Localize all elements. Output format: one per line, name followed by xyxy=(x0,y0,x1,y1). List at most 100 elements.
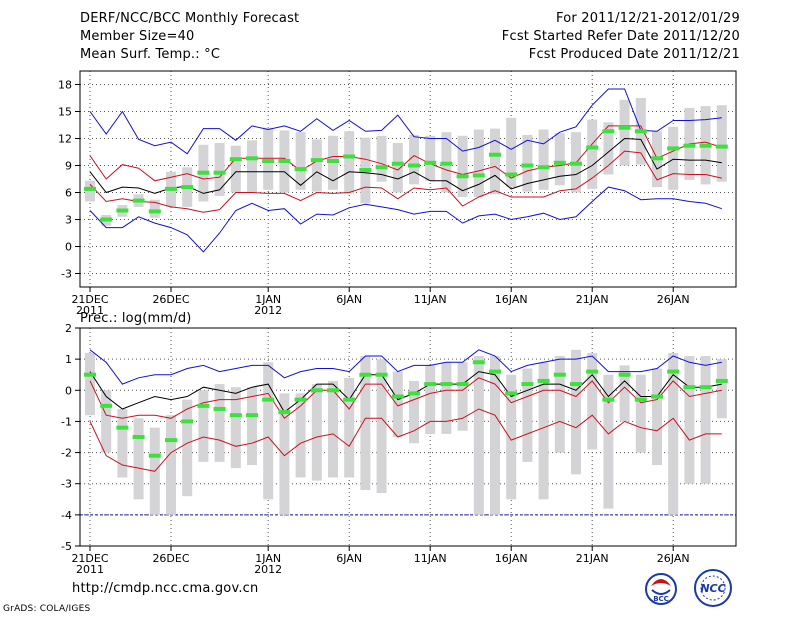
median-marker xyxy=(618,372,631,377)
median-marker xyxy=(570,161,582,166)
median-marker xyxy=(586,369,599,374)
outer-lower-line xyxy=(89,186,722,253)
spread-box xyxy=(457,135,468,197)
y-tick-label: -5 xyxy=(61,540,72,553)
spread-box xyxy=(247,140,257,193)
median-marker xyxy=(132,198,145,203)
median-marker xyxy=(294,167,307,172)
median-marker xyxy=(359,168,372,172)
x-tick-label: 6JAN xyxy=(336,552,362,565)
spread-box xyxy=(198,390,209,462)
spread-box xyxy=(457,362,468,431)
spread-box xyxy=(311,139,322,192)
spread-box xyxy=(149,199,160,218)
inner-upper-line xyxy=(89,377,722,420)
x-tick-label: 26DEC xyxy=(152,552,189,565)
x-tick-label: 1JAN xyxy=(255,293,281,306)
median-marker xyxy=(246,156,258,161)
y-tick-label: 2 xyxy=(65,322,72,335)
spread-box xyxy=(230,387,241,469)
inner-upper-line xyxy=(89,125,722,182)
median-marker xyxy=(100,217,113,222)
spread-box xyxy=(716,105,727,182)
median-marker xyxy=(586,145,599,150)
x-tick-label: 11JAN xyxy=(414,552,447,565)
spread-box xyxy=(668,126,679,190)
x-tick-label: 26JAN xyxy=(657,552,690,565)
median-marker xyxy=(294,397,307,402)
median-marker xyxy=(456,174,469,179)
y-tick-label: 0 xyxy=(65,241,72,254)
y-tick-label: 1 xyxy=(65,353,72,366)
median-marker xyxy=(148,209,161,214)
x-tick-sublabel: 2011 xyxy=(76,304,104,317)
spread-box xyxy=(522,134,533,192)
x-tick-label: 21DEC xyxy=(71,552,108,565)
spread-box xyxy=(214,384,225,462)
y-tick-label: 12 xyxy=(58,133,72,146)
median-marker xyxy=(699,143,712,148)
x-tick-label: 26DEC xyxy=(152,293,189,306)
median-marker xyxy=(553,372,566,377)
median-marker xyxy=(505,172,518,177)
median-marker xyxy=(699,385,712,390)
median-marker xyxy=(667,146,680,151)
spread-box xyxy=(700,356,711,484)
spread-box xyxy=(587,119,598,189)
median-marker xyxy=(116,425,129,430)
spread-box xyxy=(554,356,565,453)
spread-box xyxy=(473,356,484,515)
median-marker xyxy=(408,163,420,168)
median-marker xyxy=(683,143,696,148)
median-marker xyxy=(148,453,161,458)
x-tick-label: 16JAN xyxy=(495,293,528,306)
median-marker xyxy=(84,372,96,377)
median-marker xyxy=(408,391,420,396)
median-marker xyxy=(181,419,194,424)
median-marker xyxy=(456,382,469,387)
median-marker xyxy=(246,413,258,418)
x-tick-label: 21JAN xyxy=(576,552,609,565)
spread-box xyxy=(360,356,371,490)
spread-box xyxy=(554,133,565,186)
x-tick-label: 6JAN xyxy=(336,293,362,306)
spread-box xyxy=(522,368,533,462)
y-tick-label: -4 xyxy=(61,509,72,522)
spread-box xyxy=(182,399,193,497)
spread-box xyxy=(538,129,549,190)
inner-lower-line xyxy=(89,150,722,213)
outer-upper-line xyxy=(89,88,722,155)
median-marker xyxy=(683,385,696,390)
x-tick-label: 21DEC xyxy=(71,293,108,306)
ncc-logo-text: NCC xyxy=(700,582,725,595)
spread-box xyxy=(490,128,500,195)
median-marker xyxy=(343,397,356,402)
median-marker xyxy=(100,403,113,408)
bcc-logo-text: BCC xyxy=(653,595,669,603)
spread-box xyxy=(230,145,241,193)
spread-box xyxy=(684,356,695,484)
spread-box xyxy=(603,374,614,509)
spread-box xyxy=(473,129,484,197)
median-marker xyxy=(472,173,485,178)
x-tick-label: 16JAN xyxy=(495,552,528,565)
median-marker xyxy=(375,165,388,170)
median-marker xyxy=(262,159,275,163)
spread-box xyxy=(279,393,290,515)
median-marker xyxy=(651,156,663,161)
median-marker xyxy=(570,382,582,387)
spread-box xyxy=(85,180,95,202)
spread-box xyxy=(506,374,517,500)
y-tick-label: 0 xyxy=(65,384,72,397)
median-marker xyxy=(197,170,210,175)
spread-box xyxy=(328,380,338,478)
figure-title: DERF/NCC/BCC Monthly Forecast xyxy=(80,11,300,26)
ensemble-mean-line xyxy=(89,137,722,194)
median-marker xyxy=(424,160,437,165)
plot-frame xyxy=(79,70,737,288)
spread-box xyxy=(376,135,387,182)
spread-box xyxy=(425,135,436,181)
